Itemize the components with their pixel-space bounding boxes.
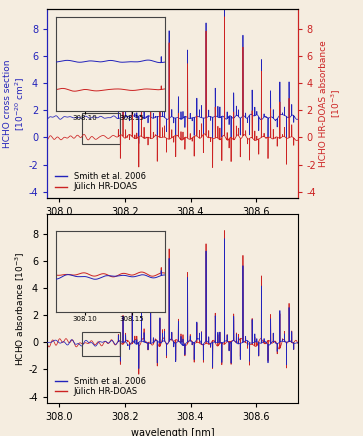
Bar: [82, 113, 120, 144]
Legend: Smith et al. 2006, Jülich HR-DOAS: Smith et al. 2006, Jülich HR-DOAS: [54, 171, 147, 192]
Y-axis label: HCHO HR-DOAS absorbance
[10$^{-3}$]: HCHO HR-DOAS absorbance [10$^{-3}$]: [319, 40, 343, 167]
Y-axis label: HCHO cross section
[10$^{-20}$ cm$^2$]: HCHO cross section [10$^{-20}$ cm$^2$]: [3, 59, 27, 148]
Bar: [82, 331, 120, 356]
X-axis label: wavelength [nm]: wavelength [nm]: [131, 428, 214, 436]
Legend: Smith et al. 2006, Jülich HR-DOAS: Smith et al. 2006, Jülich HR-DOAS: [54, 376, 147, 397]
Y-axis label: HCHO absorbance [10$^{-3}$]: HCHO absorbance [10$^{-3}$]: [14, 251, 27, 366]
X-axis label: wavelength [nm]: wavelength [nm]: [131, 223, 214, 233]
